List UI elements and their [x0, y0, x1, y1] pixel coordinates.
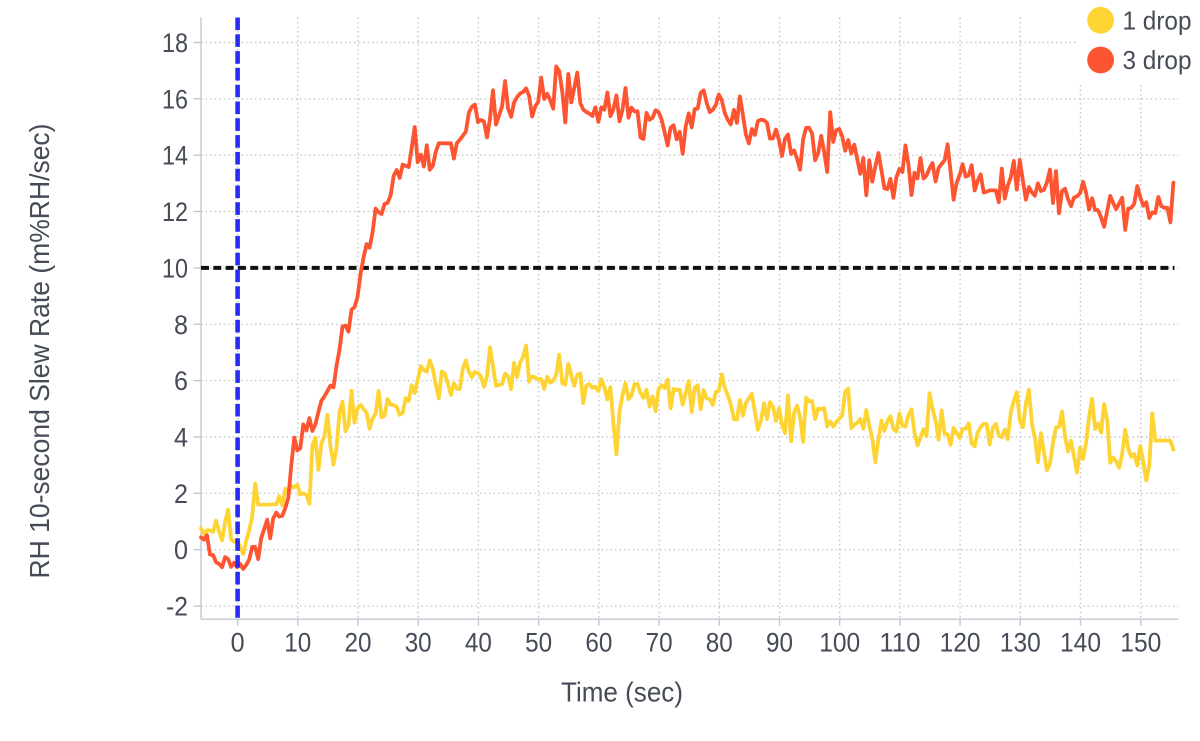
- svg-text:0: 0: [231, 628, 245, 658]
- svg-text:30: 30: [405, 628, 432, 658]
- svg-text:40: 40: [465, 628, 492, 658]
- svg-text:70: 70: [646, 628, 673, 658]
- svg-text:-2: -2: [166, 592, 188, 622]
- svg-text:100: 100: [819, 628, 860, 658]
- svg-text:50: 50: [525, 628, 552, 658]
- svg-text:90: 90: [766, 628, 793, 658]
- svg-text:20: 20: [345, 628, 372, 658]
- svg-text:8: 8: [174, 310, 188, 340]
- svg-text:RH 10-second Slew Rate (m%RH/s: RH 10-second Slew Rate (m%RH/sec): [24, 124, 55, 579]
- svg-text:18: 18: [162, 28, 188, 58]
- svg-text:1 drop: 1 drop: [1123, 5, 1192, 35]
- svg-text:6: 6: [174, 366, 188, 396]
- svg-text:140: 140: [1060, 628, 1101, 658]
- svg-text:16: 16: [162, 84, 188, 114]
- svg-text:0: 0: [174, 535, 188, 565]
- svg-text:4: 4: [174, 423, 188, 453]
- svg-text:150: 150: [1120, 628, 1161, 658]
- svg-text:14: 14: [162, 141, 188, 171]
- svg-text:80: 80: [706, 628, 733, 658]
- svg-text:Time (sec): Time (sec): [561, 677, 683, 708]
- svg-text:12: 12: [162, 197, 188, 227]
- svg-text:10: 10: [162, 253, 188, 283]
- svg-text:60: 60: [585, 628, 612, 658]
- svg-text:120: 120: [940, 628, 981, 658]
- svg-text:130: 130: [1000, 628, 1041, 658]
- svg-text:10: 10: [284, 628, 311, 658]
- svg-text:110: 110: [879, 628, 920, 658]
- svg-text:2: 2: [174, 479, 188, 509]
- svg-text:3 drop: 3 drop: [1123, 45, 1192, 75]
